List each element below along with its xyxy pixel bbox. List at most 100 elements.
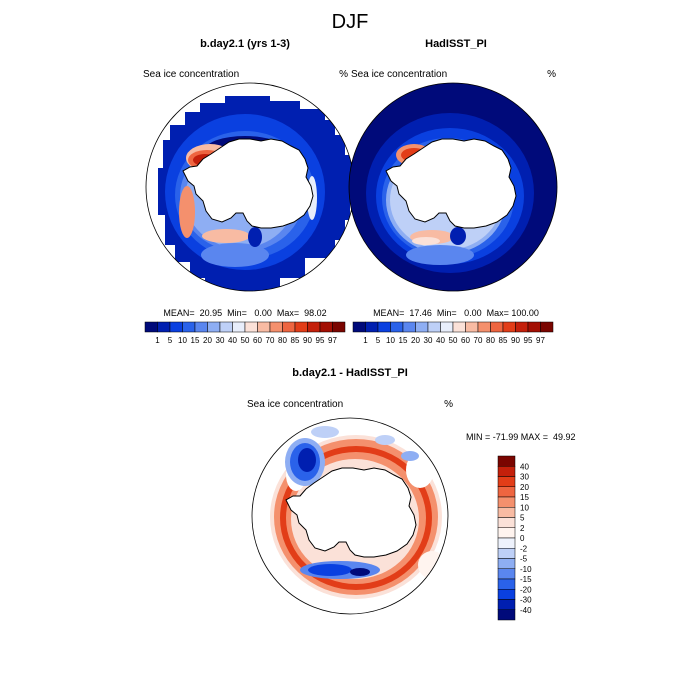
panel-diff-colorbar-tick-label: 10 — [520, 503, 529, 512]
panel-diff-colorbar-swatch — [497, 558, 516, 569]
panel-model-colorbar-tick-label: 85 — [291, 336, 300, 345]
panel-obs-colorbar-tick-label: 40 — [436, 336, 445, 345]
panel-diff-colorbar-swatch — [497, 568, 516, 580]
panel-diff-colorbar-swatch — [497, 486, 516, 498]
panel-obs-colorbar-tick-label: 97 — [536, 336, 545, 345]
panel-diff-colorbar-swatch — [497, 466, 516, 477]
panel-diff-colorbar-tick-label: -10 — [520, 565, 532, 574]
panel-obs-colorbar-swatch — [515, 321, 529, 333]
panel-obs-colorbar-tick-label: 20 — [411, 336, 420, 345]
panel-obs-colorbar-swatch — [402, 321, 416, 333]
panel-model-colorbar-swatch — [194, 321, 208, 333]
panel-model-colorbar-swatch — [144, 321, 158, 333]
panel-model-colorbar-swatch — [257, 321, 271, 333]
panel-diff-colorbar-tick-label: 40 — [520, 462, 529, 471]
panel-obs-colorbar-swatch — [477, 321, 491, 333]
panel-diff-colorbar-swatch — [497, 537, 516, 549]
panel-obs-colorbar-swatch — [390, 321, 404, 333]
panel-diff: b.day2.1 - HadISST_PI Sea ice concentrat… — [247, 367, 576, 621]
panel-model-colorbar: 1 5 10 15 20 30 40 50 60 70 80 85 90 95 97 — [144, 321, 346, 345]
panel-model-colorbar-tick-label: 80 — [278, 336, 287, 345]
panel-obs-stats: MEAN= 17.46 Min= 0.00 Max= 100.00 — [373, 308, 539, 318]
panel-obs-colorbar-swatch — [427, 321, 441, 333]
panel-diff-title: b.day2.1 - HadISST_PI — [292, 367, 408, 379]
panel-model-colorbar-swatch — [244, 321, 258, 333]
panel-model-colorbar-swatch — [219, 321, 233, 333]
panel-model-colorbar-tick-label: 1 — [155, 336, 160, 345]
panel-obs-colorbar-tick-label: 10 — [386, 336, 395, 345]
panel-model-stats: MEAN= 20.95 Min= 0.00 Max= 98.02 — [163, 308, 326, 318]
panel-model-units-label: % — [339, 69, 348, 80]
panel-diff-colorbar-tick-label: 30 — [520, 473, 529, 482]
panel-obs-colorbar-tick-label: 95 — [524, 336, 533, 345]
panel-diff-colorbar-tick-label: 15 — [520, 493, 529, 502]
figure-title: DJF — [332, 11, 369, 33]
panel-obs-map-border — [348, 82, 558, 292]
panel-model-title: b.day2.1 (yrs 1-3) — [200, 38, 290, 50]
panel-model-colorbar-swatch — [307, 321, 321, 333]
panel-model-colorbar-swatch — [269, 321, 283, 333]
panel-diff-colorbar-swatch — [497, 527, 516, 539]
panel-model-colorbar-tick-label: 20 — [203, 336, 212, 345]
panel-obs-colorbar-swatch — [415, 321, 429, 333]
panel-obs-colorbar-swatch — [377, 321, 391, 333]
panel-model-colorbar-tick-label: 97 — [328, 336, 337, 345]
panel-diff-stats: MIN = -71.99 MAX = 49.92 — [466, 432, 576, 442]
panel-model-colorbar-tick-label: 5 — [168, 336, 173, 345]
panel-obs-colorbar-swatch — [527, 321, 541, 333]
panel-model-colorbar-tick-label: 70 — [266, 336, 275, 345]
panel-obs-colorbar-swatch — [465, 321, 479, 333]
panel-obs-colorbar-tick-label: 70 — [474, 336, 483, 345]
panel-model-colorbar-tick-label: 60 — [253, 336, 262, 345]
panel-model-colorbar-swatch — [169, 321, 183, 333]
panel-diff-colorbar-tick-label: -30 — [520, 596, 532, 605]
panel-model-colorbar-tick-label: 95 — [316, 336, 325, 345]
panel-diff-colorbar-swatch — [497, 507, 516, 518]
panel-diff-colorbar-swatch — [497, 517, 516, 528]
panel-obs-colorbar-tick-label: 60 — [461, 336, 470, 345]
panel-obs-colorbar-tick-label: 5 — [376, 336, 381, 345]
panel-obs-antarctica — [385, 138, 517, 229]
panel-model-colorbar-swatch — [157, 321, 171, 333]
panel-obs-colorbar-tick-label: 30 — [424, 336, 433, 345]
panel-model-colorbar-swatch — [182, 321, 196, 333]
panel-model-antarctica — [182, 138, 314, 229]
panel-diff-map — [252, 418, 448, 614]
panel-obs-colorbar-tick-label: 15 — [399, 336, 408, 345]
panel-obs-colorbar-swatch — [440, 321, 454, 333]
panel-obs: HadISST_PI Sea ice concentration % MEAN=… — [348, 38, 558, 345]
panel-diff-colorbar-tick-label: 20 — [520, 483, 529, 492]
panel-obs-colorbar-swatch — [490, 321, 504, 333]
panel-model: b.day2.1 (yrs 1-3) Sea ice concentration… — [143, 38, 355, 345]
panel-obs-colorbar-swatch — [365, 321, 379, 333]
panel-obs-colorbar-swatch — [502, 321, 516, 333]
panel-model-colorbar-swatch — [319, 321, 333, 333]
panel-diff-colorbar-swatch — [497, 609, 516, 621]
panel-model-variable-label: Sea ice concentration — [143, 69, 239, 80]
panel-obs-colorbar: 1 5 10 15 20 30 40 50 60 70 80 85 90 95 97 — [352, 321, 554, 345]
panel-model-colorbar-swatch — [282, 321, 296, 333]
panel-obs-colorbar-swatch — [452, 321, 466, 333]
panel-model-colorbar-swatch — [332, 321, 346, 333]
panel-diff-colorbar-swatch — [497, 476, 516, 487]
panel-model-map — [146, 83, 354, 291]
panel-obs-colorbar-tick-label: 1 — [363, 336, 368, 345]
panel-obs-colorbar-swatch — [540, 321, 554, 333]
panel-diff-colorbar-tick-label: 0 — [520, 534, 525, 543]
panel-obs-colorbar-tick-label: 50 — [449, 336, 458, 345]
panel-diff-colorbar-swatch — [497, 578, 516, 590]
panel-diff-colorbar-swatch — [497, 548, 516, 559]
panel-model-colorbar-swatch — [207, 321, 221, 333]
panel-diff-colorbar-tick-label: 5 — [520, 514, 525, 523]
panel-diff-antarctica — [285, 467, 417, 558]
panel-obs-colorbar-tick-label: 85 — [499, 336, 508, 345]
panel-model-colorbar-tick-label: 90 — [303, 336, 312, 345]
panel-obs-colorbar-tick-label: 90 — [511, 336, 520, 345]
panel-obs-variable-label: Sea ice concentration — [351, 69, 447, 80]
panel-obs-colorbar-tick-label: 80 — [486, 336, 495, 345]
panel-diff-colorbar-swatch — [497, 589, 516, 600]
panel-diff-variable-label: Sea ice concentration — [247, 399, 343, 410]
panel-diff-map-border — [251, 417, 449, 615]
